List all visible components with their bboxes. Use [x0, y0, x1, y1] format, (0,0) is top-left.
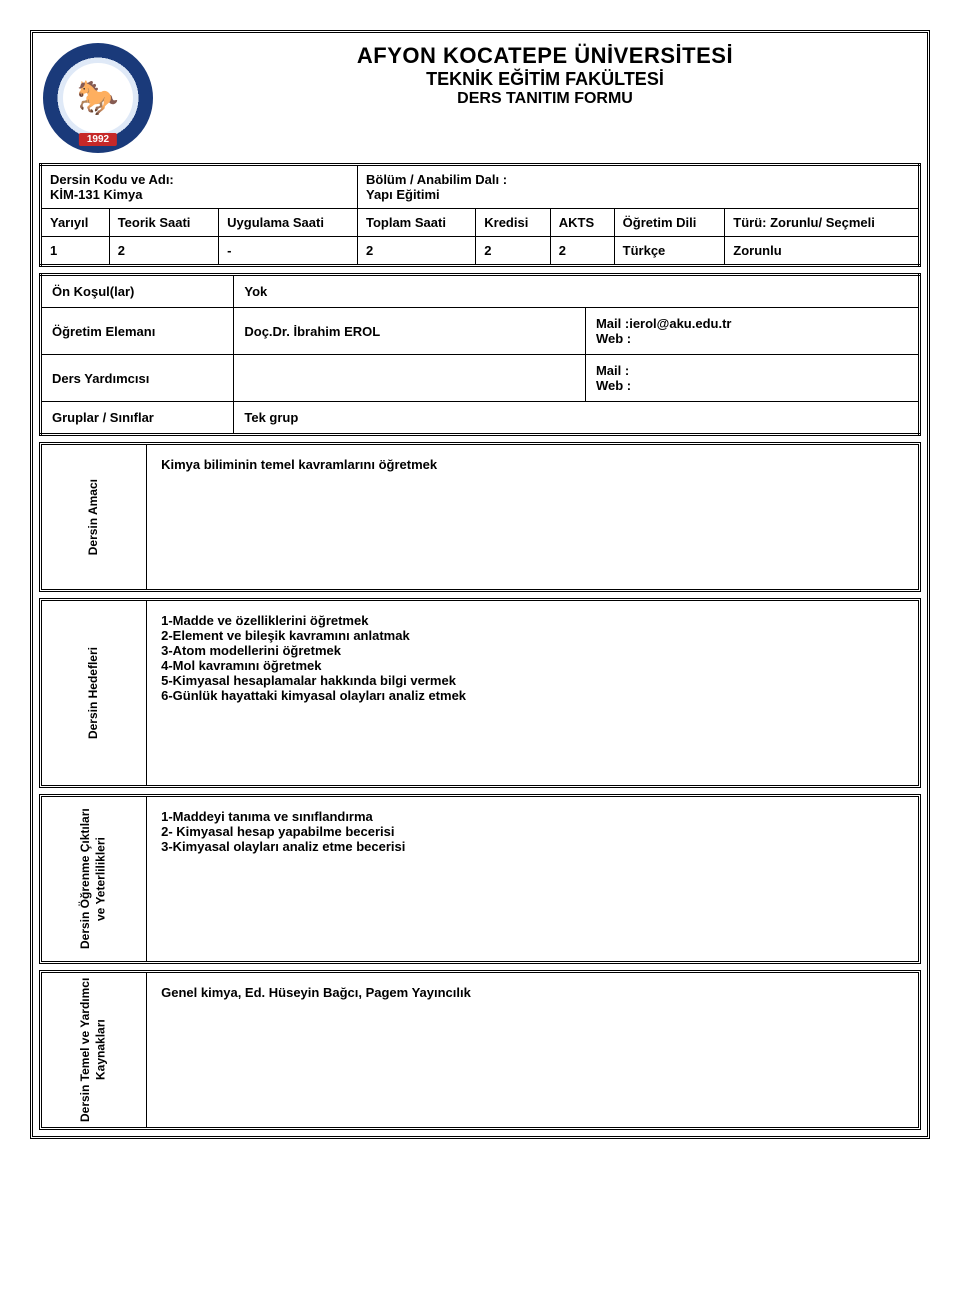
- section-outcomes: Dersin Öğrenme Çıktıları ve Yeterlilikle…: [39, 794, 921, 964]
- course-info-table: Dersin Kodu ve Adı: KİM-131 Kimya Bölüm …: [39, 163, 921, 267]
- section-outcomes-label: Dersin Öğrenme Çıktıları ve Yeterlilikle…: [78, 801, 109, 957]
- assistant-mail-label: Mail :: [596, 363, 629, 378]
- value-theory: 2: [109, 237, 218, 266]
- prereq-value: Yok: [234, 275, 920, 308]
- value-akts: 2: [550, 237, 614, 266]
- section-outcomes-labelwrap: Dersin Öğrenme Çıktıları ve Yeterlilikle…: [42, 797, 147, 961]
- value-semester: 1: [41, 237, 110, 266]
- header-practice: Uygulama Saati: [219, 209, 358, 237]
- assistant-label: Ders Yardımcısı: [41, 355, 234, 402]
- course-code-value: KİM-131 Kimya: [50, 187, 142, 202]
- section-resources-label: Dersin Temel ve Yardımcı Kaynakları: [78, 977, 109, 1123]
- header-akts: AKTS: [550, 209, 614, 237]
- course-meta-table: Ön Koşul(lar) Yok Öğretim Elemanı Doç.Dr…: [39, 273, 921, 436]
- value-type: Zorunlu: [725, 237, 920, 266]
- course-code-label: Dersin Kodu ve Adı:: [50, 172, 174, 187]
- section-purpose-text: Kimya biliminin temel kavramlarını öğret…: [147, 445, 918, 589]
- assistant-value: [234, 355, 586, 402]
- section-purpose-label: Dersin Amacı: [86, 479, 102, 555]
- groups-label: Gruplar / Sınıflar: [41, 402, 234, 435]
- section-resources-text: Genel kimya, Ed. Hüseyin Bağcı, Pagem Ya…: [147, 973, 918, 1127]
- department-label: Bölüm / Anabilim Dalı :: [366, 172, 507, 187]
- section-objectives: Dersin Hedefleri 1-Madde ve özelliklerin…: [39, 598, 921, 788]
- section-resources: Dersin Temel ve Yardımcı Kaynakları Gene…: [39, 970, 921, 1130]
- instructor-value: Doç.Dr. İbrahim EROL: [234, 308, 586, 355]
- section-outcomes-text: 1-Maddeyi tanıma ve sınıflandırma 2- Kim…: [147, 797, 918, 961]
- header-credit: Kredisi: [476, 209, 551, 237]
- header-semester: Yarıyıl: [41, 209, 110, 237]
- logo-year-badge: 1992: [79, 133, 117, 146]
- form-header: 🐎 1992 AFYON KOCATEPE ÜNİVERSİTESİ TEKNİ…: [39, 39, 921, 157]
- section-objectives-text: 1-Madde ve özelliklerini öğretmek 2-Elem…: [147, 601, 918, 785]
- university-title: AFYON KOCATEPE ÜNİVERSİTESİ: [173, 43, 917, 69]
- department-cell: Bölüm / Anabilim Dalı : Yapı Eğitimi: [357, 165, 919, 209]
- instructor-contact: Mail :ierol@aku.edu.tr Web :: [585, 308, 919, 355]
- header-theory: Teorik Saati: [109, 209, 218, 237]
- prereq-label: Ön Koşul(lar): [41, 275, 234, 308]
- faculty-title: TEKNİK EĞİTİM FAKÜLTESİ: [173, 69, 917, 90]
- section-purpose-labelwrap: Dersin Amacı: [42, 445, 147, 589]
- page-container: 🐎 1992 AFYON KOCATEPE ÜNİVERSİTESİ TEKNİ…: [30, 30, 930, 1139]
- department-value: Yapı Eğitimi: [366, 187, 440, 202]
- section-purpose: Dersin Amacı Kimya biliminin temel kavra…: [39, 442, 921, 592]
- logo-glyph-icon: 🐎: [77, 81, 119, 115]
- course-code-cell: Dersin Kodu ve Adı: KİM-131 Kimya: [41, 165, 358, 209]
- assistant-web-label: Web :: [596, 378, 631, 393]
- groups-value: Tek grup: [234, 402, 920, 435]
- header-lang: Öğretim Dili: [614, 209, 725, 237]
- value-credit: 2: [476, 237, 551, 266]
- university-logo: 🐎 1992: [43, 43, 153, 153]
- value-practice: -: [219, 237, 358, 266]
- section-resources-labelwrap: Dersin Temel ve Yardımcı Kaynakları: [42, 973, 147, 1127]
- section-objectives-labelwrap: Dersin Hedefleri: [42, 601, 147, 785]
- instructor-label: Öğretim Elemanı: [41, 308, 234, 355]
- value-lang: Türkçe: [614, 237, 725, 266]
- instructor-web-label: Web :: [596, 331, 631, 346]
- header-total: Toplam Saati: [357, 209, 475, 237]
- header-type: Türü: Zorunlu/ Seçmeli: [725, 209, 920, 237]
- instructor-mail: ierol@aku.edu.tr: [629, 316, 731, 331]
- assistant-contact: Mail : Web :: [585, 355, 919, 402]
- section-objectives-label: Dersin Hedefleri: [86, 647, 102, 739]
- form-title: DERS TANITIM FORMU: [173, 90, 917, 108]
- instructor-mail-label: Mail :: [596, 316, 629, 331]
- value-total: 2: [357, 237, 475, 266]
